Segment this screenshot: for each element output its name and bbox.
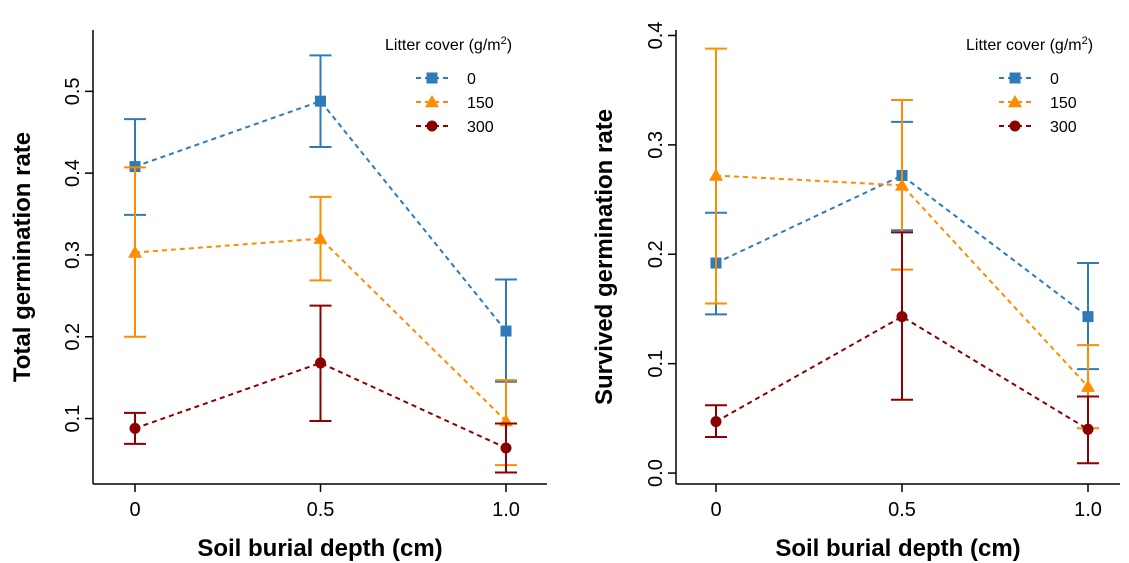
x-tick-label: 1.0 (492, 499, 520, 521)
legend-item-150: 150 (416, 95, 494, 112)
x-axis-title: Soil burial depth (cm) (775, 535, 1020, 562)
legend-title: Litter cover (g/m2) (966, 35, 1093, 54)
legend-label: 150 (467, 95, 494, 112)
legend-label: 0 (1050, 71, 1059, 88)
series-line (134, 99, 507, 332)
legend-title: Litter cover (g/m2) (385, 35, 512, 54)
data-point (500, 325, 512, 337)
legend-item-0: 0 (999, 71, 1059, 88)
legend-item-0: 0 (416, 71, 476, 88)
legend-marker (425, 95, 439, 108)
legend-label: 150 (1050, 95, 1077, 112)
x-tick-label: 0 (710, 499, 721, 521)
y-tick-label: 0.3 (645, 131, 667, 159)
legend-marker (1009, 72, 1021, 84)
survived-germination-panel: 0.0 0.1 0.2 0.3 0.4 0 0.5 1.0 Soil burial depth … (591, 22, 1120, 562)
legend-item-300: 300 (999, 119, 1077, 136)
legend-marker (1008, 95, 1022, 108)
legend-marker (426, 72, 438, 84)
data-point (1081, 379, 1095, 392)
legend: Litter cover (g/m2) 0 150 300 (385, 35, 512, 136)
legend-item-150: 150 (999, 95, 1077, 112)
legend: Litter cover (g/m2) 0 150 300 (966, 35, 1093, 136)
series-0 (124, 54, 517, 383)
series-300 (705, 231, 1099, 465)
data-point (315, 357, 326, 369)
series-line (715, 174, 1089, 318)
data-point (895, 178, 909, 191)
data-point (896, 311, 908, 323)
legend-label: 300 (467, 119, 494, 136)
data-point (313, 231, 328, 244)
data-point (500, 442, 512, 454)
data-point (1082, 423, 1094, 435)
x-axis-title: Soil burial depth (cm) (197, 535, 442, 562)
series-line (134, 361, 507, 449)
y-tick-label: 0.4 (62, 159, 84, 187)
data-point (315, 95, 326, 107)
data-point (1082, 311, 1094, 323)
y-tick-label: 0.5 (62, 77, 84, 105)
x-tick-label: 1.0 (1074, 499, 1102, 521)
y-tick-label: 0.4 (645, 22, 667, 50)
y-tick-label: 0.1 (645, 350, 667, 378)
series-300 (124, 304, 517, 474)
y-tick-label: 0.0 (645, 459, 667, 487)
legend-marker (426, 120, 438, 132)
legend-item-300: 300 (416, 119, 494, 136)
y-tick-label: 0.2 (62, 323, 84, 351)
x-tick-label: 0.5 (888, 499, 916, 521)
legend-label: 0 (467, 71, 476, 88)
y-tick-label: 0.1 (62, 405, 84, 433)
y-axis-title: Total germination rate (9, 132, 36, 382)
legend-marker (1009, 120, 1021, 132)
data-point (709, 168, 723, 181)
data-point (710, 416, 722, 428)
x-tick-label: 0.5 (307, 499, 335, 521)
legend-label: 300 (1050, 119, 1077, 136)
data-point (128, 245, 142, 258)
y-tick-label: 0.3 (62, 241, 84, 269)
data-point (129, 422, 141, 434)
y-tick-label: 0.2 (645, 240, 667, 268)
y-axis-title: Survived germination rate (591, 109, 618, 405)
x-tick-label: 0 (129, 499, 140, 521)
total-germination-panel: 0.1 0.2 0.3 0.4 0.5 0 0.5 1.0 Soil burial depth … (9, 30, 547, 562)
